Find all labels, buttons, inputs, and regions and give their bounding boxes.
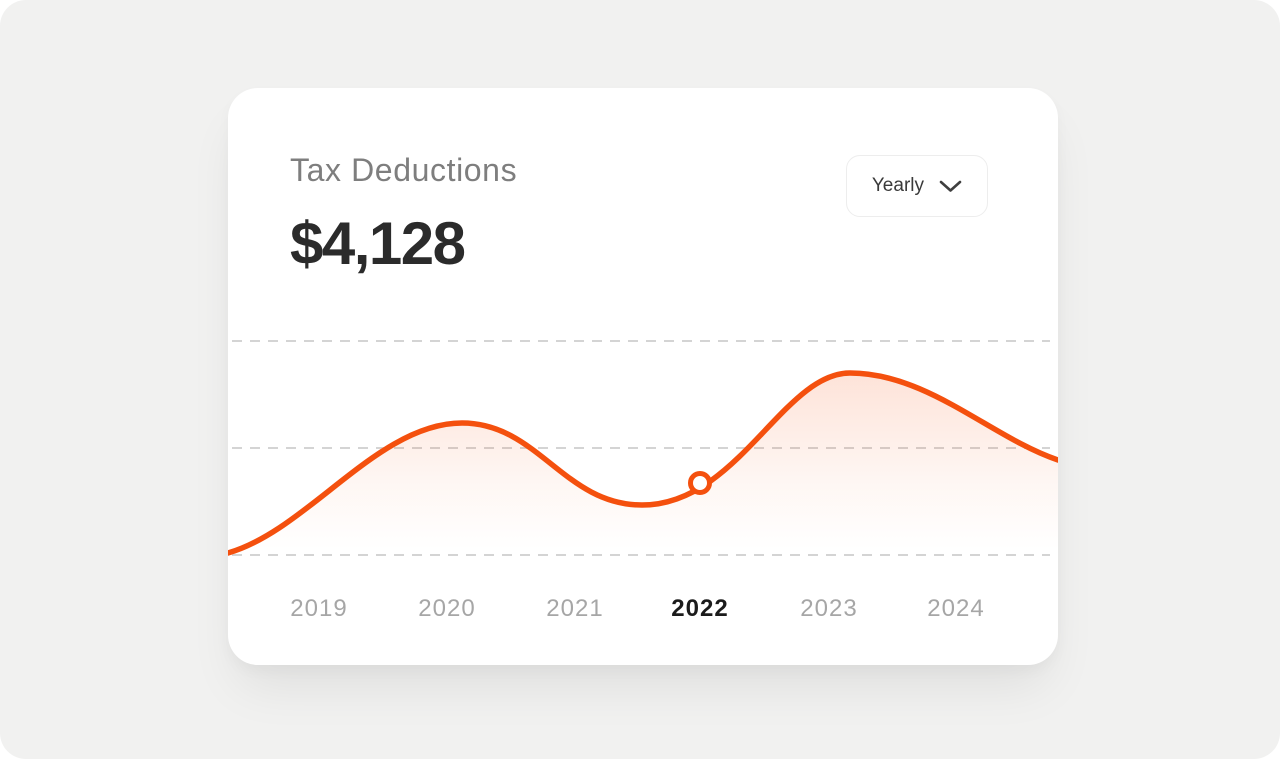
card-header-text: Tax Deductions $4,128: [290, 152, 517, 278]
series-line: [228, 370, 1058, 556]
x-axis-label-2024[interactable]: 2024: [927, 595, 985, 622]
x-axis-label-2021[interactable]: 2021: [546, 595, 604, 622]
selected-point-marker[interactable]: [688, 471, 712, 495]
x-axis-label-2022[interactable]: 2022: [671, 595, 729, 622]
chevron-down-icon: [939, 180, 962, 192]
x-axis-label-2023[interactable]: 2023: [800, 595, 858, 622]
x-axis-label-2019[interactable]: 2019: [290, 595, 348, 622]
deductions-chart: 2019 2020 2021 2022 2023 2024: [228, 330, 1058, 665]
period-dropdown[interactable]: Yearly: [845, 155, 988, 217]
x-axis-labels: 2019 2020 2021 2022 2023 2024: [228, 594, 1058, 624]
card-title: Tax Deductions: [290, 152, 518, 188]
total-deductions-value: $4,128: [290, 210, 466, 277]
card-header: Tax Deductions $4,128 Yearly: [290, 152, 988, 278]
series-area-fill: [228, 373, 1058, 570]
tax-deductions-card: Tax Deductions $4,128 Yearly: [228, 88, 1058, 665]
chart-plot-area: [228, 340, 1058, 570]
x-axis-label-2020[interactable]: 2020: [418, 595, 476, 622]
period-dropdown-label: Yearly: [871, 175, 924, 196]
